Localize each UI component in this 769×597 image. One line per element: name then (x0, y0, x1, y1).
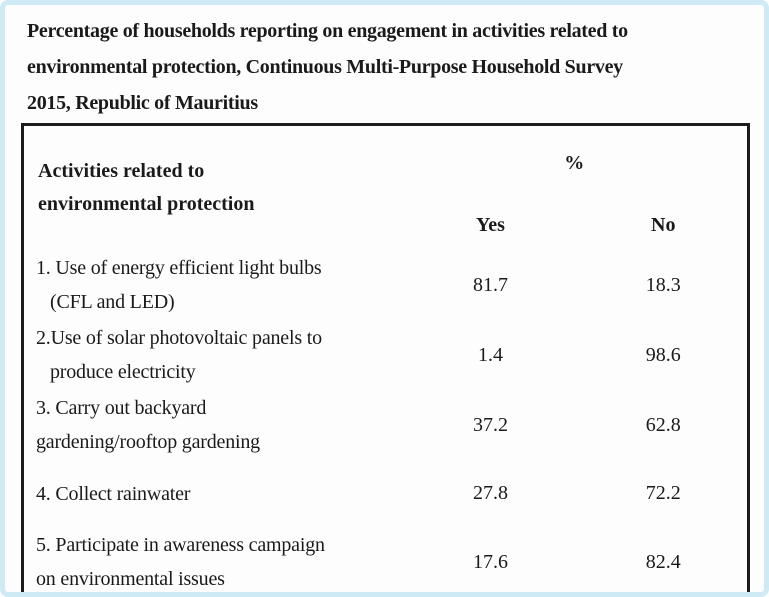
yes-value-cell: 27.8 (473, 482, 508, 504)
no-value-cell: 62.8 (645, 413, 681, 436)
activity-line-2: (CFL and LED) (50, 291, 175, 313)
no-value-cell: 98.6 (645, 343, 681, 366)
header-row-percent: Activities related to environmental prot… (23, 125, 749, 216)
activity-line-2: gardening/rooftop gardening (36, 431, 260, 453)
page-title: Percentage of households reporting on en… (27, 13, 752, 121)
no-header-cell: No (651, 213, 676, 236)
yes-value-cell: 81.7 (473, 273, 508, 296)
activity-line-1: 5. Participate in awareness campaign (36, 534, 325, 556)
activity-line-1: 3. Carry out backyard (36, 397, 207, 419)
activity-cell: 1. Use of energy efficient light bulbs (… (23, 250, 402, 320)
header-row-yes-no: Yes No (23, 200, 749, 250)
activity-cell: 2.Use of solar photovoltaic panels to pr… (23, 320, 402, 390)
table-row: 5. Participate in awareness campaign on … (23, 527, 749, 592)
yes-value-cell: 37.2 (473, 413, 508, 436)
activity-cell: 5. Participate in awareness campaign on … (23, 527, 402, 592)
percent-header-cell: % (564, 151, 585, 174)
activity-line-1: 1. Use of energy efficient light bulbs (36, 257, 322, 279)
activity-line-1: 4. Collect rainwater (36, 482, 191, 505)
activity-line-2: on environmental issues (36, 568, 225, 590)
no-value-cell: 18.3 (645, 273, 681, 296)
page-title-line-1: Percentage of households reporting on en… (27, 20, 628, 42)
yes-value-cell: 17.6 (473, 550, 508, 573)
activity-line-1: 2.Use of solar photovoltaic panels to (36, 327, 322, 349)
yes-value-cell: 1.4 (478, 343, 503, 366)
activity-line-2: produce electricity (50, 361, 196, 383)
no-value-cell: 72.2 (645, 482, 681, 504)
yes-header-cell: Yes (476, 213, 505, 236)
table-row: 4. Collect rainwater 27.8 72.2 (23, 460, 749, 527)
page-title-line-2: environmental protection, Continuous Mul… (27, 56, 623, 78)
activity-cell: 4. Collect rainwater (23, 460, 402, 527)
table-row: 1. Use of energy efficient light bulbs (… (23, 250, 749, 320)
table-row: 2.Use of solar photovoltaic panels to pr… (23, 320, 749, 390)
activities-header-line-2: environmental protection (38, 193, 255, 215)
activities-header-line-1: Activities related to (38, 160, 205, 182)
page-title-line-3: 2015, Republic of Mauritius (27, 92, 258, 114)
activity-cell: 3. Carry out backyard gardening/rooftop … (23, 390, 402, 460)
data-table: Activities related to environmental prot… (21, 123, 750, 592)
table-row: 3. Carry out backyard gardening/rooftop … (23, 390, 749, 460)
no-value-cell: 82.4 (645, 550, 681, 573)
activities-header-cell: Activities related to environmental prot… (23, 125, 402, 251)
